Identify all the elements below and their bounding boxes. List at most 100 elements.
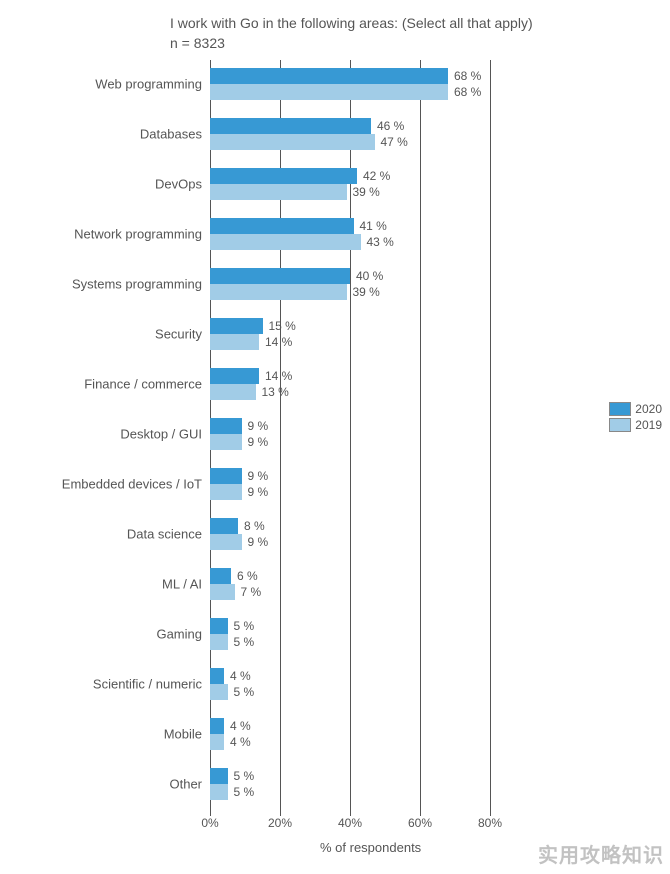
value-label: 15 % bbox=[263, 319, 296, 333]
bar bbox=[210, 234, 361, 250]
bar bbox=[210, 384, 256, 400]
value-label: 43 % bbox=[361, 235, 394, 249]
bar bbox=[210, 634, 228, 650]
value-label: 14 % bbox=[259, 369, 292, 383]
bar bbox=[210, 584, 235, 600]
value-label: 4 % bbox=[224, 735, 251, 749]
category-label: Databases bbox=[140, 127, 210, 142]
category-label: Other bbox=[169, 777, 210, 792]
value-label: 4 % bbox=[224, 719, 251, 733]
category-group: Databases46 %47 % bbox=[210, 118, 560, 150]
category-label: Mobile bbox=[164, 727, 210, 742]
legend-label: 2019 bbox=[635, 418, 662, 432]
category-group: Mobile4 %4 % bbox=[210, 718, 560, 750]
title-line-2: n = 8323 bbox=[170, 34, 533, 54]
bar bbox=[210, 684, 228, 700]
value-label: 41 % bbox=[354, 219, 387, 233]
value-label: 5 % bbox=[228, 785, 255, 799]
bar bbox=[210, 68, 448, 84]
bar bbox=[210, 334, 259, 350]
bar bbox=[210, 518, 238, 534]
bar bbox=[210, 168, 357, 184]
category-group: Gaming5 %5 % bbox=[210, 618, 560, 650]
value-label: 5 % bbox=[228, 635, 255, 649]
category-label: ML / AI bbox=[162, 577, 210, 592]
value-label: 4 % bbox=[224, 669, 251, 683]
x-tick-label: 80% bbox=[478, 816, 502, 830]
plot-area: 0%20%40%60%80%Web programming68 %68 %Dat… bbox=[210, 60, 560, 810]
chart-title: I work with Go in the following areas: (… bbox=[170, 14, 533, 53]
category-group: Security15 %14 % bbox=[210, 318, 560, 350]
category-label: Desktop / GUI bbox=[120, 427, 210, 442]
category-group: DevOps42 %39 % bbox=[210, 168, 560, 200]
category-group: Other5 %5 % bbox=[210, 768, 560, 800]
value-label: 5 % bbox=[228, 685, 255, 699]
legend-item: 2019 bbox=[609, 418, 662, 432]
value-label: 9 % bbox=[242, 485, 269, 499]
category-label: Systems programming bbox=[72, 277, 210, 292]
value-label: 7 % bbox=[235, 585, 262, 599]
bar bbox=[210, 184, 347, 200]
category-group: ML / AI6 %7 % bbox=[210, 568, 560, 600]
category-group: Finance / commerce14 %13 % bbox=[210, 368, 560, 400]
bar bbox=[210, 318, 263, 334]
bar bbox=[210, 134, 375, 150]
value-label: 68 % bbox=[448, 69, 481, 83]
category-label: Embedded devices / IoT bbox=[62, 477, 210, 492]
bar bbox=[210, 118, 371, 134]
legend: 2020 2019 bbox=[609, 400, 662, 434]
x-axis-label: % of respondents bbox=[320, 840, 421, 855]
category-label: DevOps bbox=[155, 177, 210, 192]
category-label: Finance / commerce bbox=[84, 377, 210, 392]
value-label: 9 % bbox=[242, 535, 269, 549]
category-label: Gaming bbox=[156, 627, 210, 642]
legend-swatch bbox=[609, 402, 631, 416]
bar bbox=[210, 468, 242, 484]
legend-label: 2020 bbox=[635, 402, 662, 416]
value-label: 68 % bbox=[448, 85, 481, 99]
value-label: 5 % bbox=[228, 769, 255, 783]
x-tick-label: 60% bbox=[408, 816, 432, 830]
value-label: 9 % bbox=[242, 469, 269, 483]
bar bbox=[210, 734, 224, 750]
bar bbox=[210, 718, 224, 734]
bar bbox=[210, 618, 228, 634]
category-label: Security bbox=[155, 327, 210, 342]
bar bbox=[210, 284, 347, 300]
category-group: Data science8 %9 % bbox=[210, 518, 560, 550]
bar bbox=[210, 418, 242, 434]
bar bbox=[210, 368, 259, 384]
bar bbox=[210, 484, 242, 500]
value-label: 39 % bbox=[347, 285, 380, 299]
bar bbox=[210, 568, 231, 584]
bar bbox=[210, 84, 448, 100]
bar bbox=[210, 768, 228, 784]
value-label: 40 % bbox=[350, 269, 383, 283]
category-group: Desktop / GUI9 %9 % bbox=[210, 418, 560, 450]
value-label: 47 % bbox=[375, 135, 408, 149]
value-label: 9 % bbox=[242, 419, 269, 433]
bar bbox=[210, 784, 228, 800]
title-line-1: I work with Go in the following areas: (… bbox=[170, 14, 533, 34]
bar bbox=[210, 668, 224, 684]
value-label: 13 % bbox=[256, 385, 289, 399]
x-tick-label: 40% bbox=[338, 816, 362, 830]
value-label: 9 % bbox=[242, 435, 269, 449]
category-label: Data science bbox=[127, 527, 210, 542]
value-label: 5 % bbox=[228, 619, 255, 633]
value-label: 42 % bbox=[357, 169, 390, 183]
watermark: 实用攻略知识 bbox=[538, 839, 664, 868]
bar bbox=[210, 534, 242, 550]
bar bbox=[210, 434, 242, 450]
category-group: Network programming41 %43 % bbox=[210, 218, 560, 250]
value-label: 39 % bbox=[347, 185, 380, 199]
value-label: 46 % bbox=[371, 119, 404, 133]
category-label: Network programming bbox=[74, 227, 210, 242]
category-group: Systems programming40 %39 % bbox=[210, 268, 560, 300]
x-tick-label: 0% bbox=[201, 816, 218, 830]
x-tick-label: 20% bbox=[268, 816, 292, 830]
legend-item: 2020 bbox=[609, 402, 662, 416]
bar bbox=[210, 268, 350, 284]
chart-container: I work with Go in the following areas: (… bbox=[0, 0, 670, 874]
category-label: Web programming bbox=[95, 77, 210, 92]
